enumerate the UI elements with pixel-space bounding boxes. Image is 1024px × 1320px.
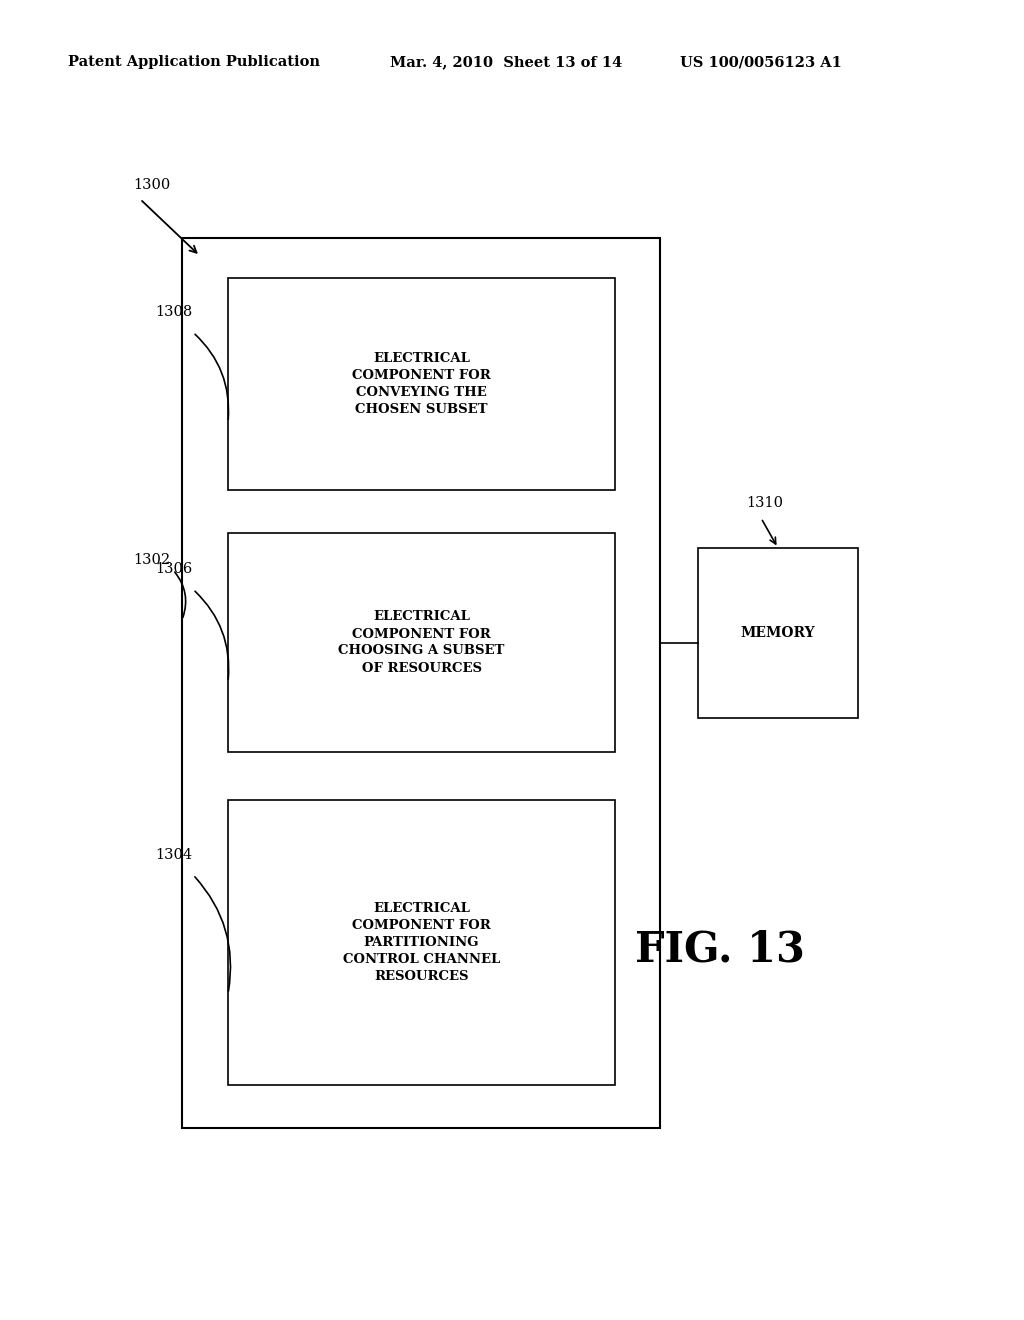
Bar xyxy=(182,238,660,1129)
Text: ELECTRICAL
COMPONENT FOR
CHOOSING A SUBSET
OF RESOURCES: ELECTRICAL COMPONENT FOR CHOOSING A SUBS… xyxy=(338,610,505,675)
Bar xyxy=(698,548,858,718)
Text: US 100/0056123 A1: US 100/0056123 A1 xyxy=(680,55,842,69)
Text: 1308: 1308 xyxy=(155,305,193,319)
Text: ELECTRICAL
COMPONENT FOR
CONVEYING THE
CHOSEN SUBSET: ELECTRICAL COMPONENT FOR CONVEYING THE C… xyxy=(352,352,490,416)
Text: Mar. 4, 2010  Sheet 13 of 14: Mar. 4, 2010 Sheet 13 of 14 xyxy=(390,55,623,69)
Text: 1310: 1310 xyxy=(746,496,783,510)
Text: MEMORY: MEMORY xyxy=(740,626,815,640)
Text: 1300: 1300 xyxy=(133,178,170,191)
Text: ELECTRICAL
COMPONENT FOR
PARTITIONING
CONTROL CHANNEL
RESOURCES: ELECTRICAL COMPONENT FOR PARTITIONING CO… xyxy=(343,902,500,983)
Text: Patent Application Publication: Patent Application Publication xyxy=(68,55,319,69)
Text: 1302: 1302 xyxy=(133,553,170,568)
Text: 1304: 1304 xyxy=(155,847,193,862)
Bar xyxy=(228,800,615,1085)
Text: FIG. 13: FIG. 13 xyxy=(635,929,805,972)
Text: 1306: 1306 xyxy=(155,562,193,577)
Bar xyxy=(228,533,615,752)
Bar xyxy=(228,279,615,490)
